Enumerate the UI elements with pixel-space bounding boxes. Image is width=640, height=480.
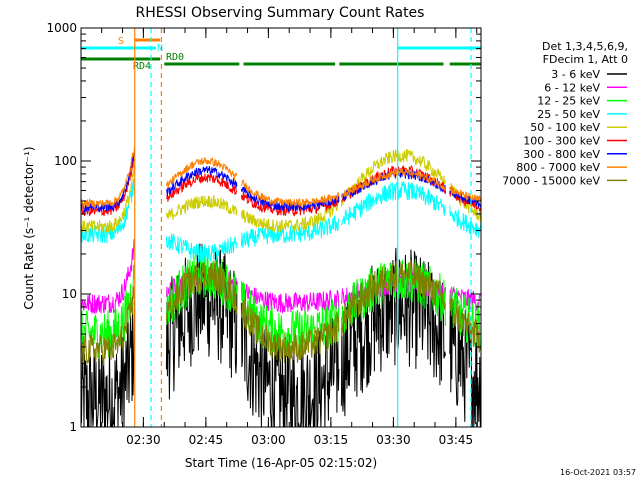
footer-date: 16-Oct-2021 03:57 <box>560 468 636 477</box>
legend-entry-label: 3 - 6 keV <box>551 68 600 81</box>
plot-frame <box>80 27 482 428</box>
x-tick-label: 03:15 <box>314 433 349 447</box>
legend-entry-label: 800 - 7000 keV <box>516 161 600 174</box>
series-line-5 <box>80 158 482 217</box>
legend-header-line: Det 1,3,4,5,6,9, <box>542 40 628 53</box>
series-layer <box>80 145 482 428</box>
series-line-4 <box>80 149 482 234</box>
legend-entry-label: 6 - 12 keV <box>544 81 600 94</box>
legend-entry-label: 50 - 100 keV <box>530 121 600 134</box>
legend-entry-label: 12 - 25 keV <box>537 95 600 108</box>
vertical-marker-layer <box>134 28 472 427</box>
x-tick-label: 03:00 <box>251 433 286 447</box>
legend: Det 1,3,4,5,6,9,FDecim 1, Att 0 3 - 6 keV… <box>502 40 628 187</box>
legend-entry-label: 300 - 800 keV <box>523 148 600 161</box>
x-tick-label: 02:45 <box>189 433 224 447</box>
flag-layer: S N RD4 RD0 <box>81 36 481 72</box>
flag-label-rd0: RD0 <box>166 52 184 63</box>
y-tick-label: 10 <box>62 287 77 301</box>
x-tick-label: 02:30 <box>126 433 161 447</box>
y-tick-label: 1 <box>69 420 77 434</box>
flag-label-s: S <box>118 36 124 47</box>
x-tick-label: 03:30 <box>376 433 411 447</box>
axis-layer: 1 10 100 1000 02:30 02:45 03:00 03:15 03:30 03:45 <box>46 21 481 447</box>
flag-label-n: N <box>157 43 163 54</box>
series-line-8 <box>80 260 481 366</box>
y-tick-label: 100 <box>54 154 77 168</box>
series-line-7 <box>80 145 482 209</box>
legend-entry-label: 25 - 50 keV <box>537 108 600 121</box>
y-axis-label: Count Rate (s⁻¹ detector⁻¹) <box>22 146 36 309</box>
y-tick-label: 1000 <box>46 21 77 35</box>
series-line-3 <box>80 178 482 264</box>
chart-title: RHESSI Observing Summary Count Rates <box>136 5 425 21</box>
x-axis-label: Start Time (16-Apr-05 02:15:02) <box>185 456 377 470</box>
legend-entry-label: 7000 - 15000 keV <box>502 174 600 187</box>
legend-header-line: FDecim 1, Att 0 <box>543 53 628 66</box>
legend-entry-label: 100 - 300 keV <box>523 135 600 148</box>
x-tick-label: 03:45 <box>439 433 474 447</box>
flag-label-rd4: RD4 <box>133 61 151 72</box>
